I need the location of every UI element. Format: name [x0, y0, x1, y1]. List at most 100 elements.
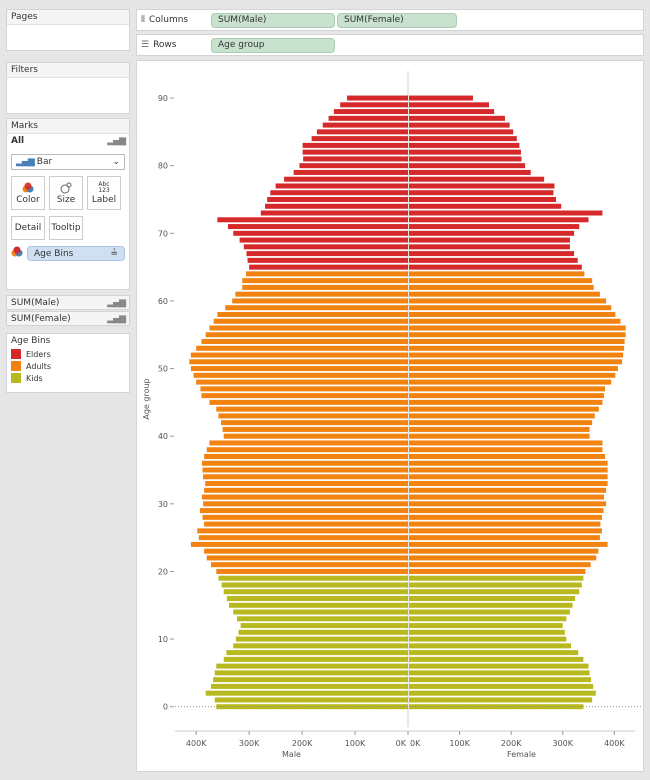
male-bar [204, 521, 408, 527]
female-bar [409, 535, 600, 541]
detail-button[interactable]: Detail [11, 216, 45, 240]
female-bar [409, 332, 626, 338]
columns-pill-male[interactable]: SUM(Male) [211, 12, 335, 28]
marks-all-row[interactable]: All ▂▄▆ [7, 134, 129, 148]
female-x-tick-label: 0K [410, 739, 421, 748]
male-bar [235, 636, 408, 642]
male-bar [229, 602, 408, 608]
marks-all-label: All [11, 136, 25, 146]
female-bar [409, 318, 621, 324]
female-bar [409, 541, 608, 547]
measure-shelf-male[interactable]: SUM(Male) ▂▄▆ [6, 295, 130, 310]
rows-pill-label: Age group [218, 40, 265, 50]
pages-card: Pages [6, 9, 130, 51]
female-bar [409, 508, 604, 514]
male-bar [316, 129, 408, 135]
measure-shelf-male-label: SUM(Male) [11, 297, 60, 308]
male-bar [249, 264, 408, 270]
color-palette-icon [22, 182, 34, 195]
male-axis-label: Male [282, 750, 301, 759]
male-bar [333, 109, 408, 115]
female-bar [409, 271, 585, 277]
legend-item-elders[interactable]: Elders [7, 348, 129, 360]
male-bar [211, 683, 408, 689]
female-bar [409, 656, 584, 662]
bar-chart-icon: ▂▄▆ [107, 297, 126, 308]
measure-shelf-female[interactable]: SUM(Female) ▂▄▆ [6, 311, 130, 326]
female-bar [409, 352, 624, 358]
female-bar [409, 284, 594, 290]
female-bar [409, 366, 618, 372]
male-bar [204, 453, 408, 459]
bar-mark-icon: ▂▄▆ [16, 157, 35, 167]
y-tick-label: 20 [158, 567, 168, 576]
male-bar [235, 291, 408, 297]
age-bins-color-pill[interactable]: Age Bins ≟ [27, 246, 125, 261]
tooltip-button[interactable]: Tooltip [49, 216, 83, 240]
female-bar [409, 501, 607, 507]
male-bar [189, 359, 408, 365]
female-x-tick-label: 200K [501, 739, 522, 748]
female-bar [409, 196, 557, 202]
female-bar [409, 142, 520, 148]
female-bar [409, 386, 606, 392]
color-legend: Age Bins Elders Adults Kids [6, 333, 130, 393]
size-button[interactable]: Size [49, 176, 83, 210]
male-bar [232, 298, 408, 304]
female-bar [409, 291, 600, 297]
female-bar [409, 339, 625, 345]
female-bar [409, 582, 582, 588]
female-bar [409, 311, 616, 317]
y-tick-label: 40 [158, 432, 168, 441]
male-bar [245, 271, 408, 277]
legend-title: Age Bins [7, 334, 129, 348]
female-bar [409, 426, 590, 432]
columns-shelf[interactable]: ⦀ Columns SUM(Male) SUM(Female) [136, 9, 644, 31]
male-bar [311, 136, 408, 142]
female-bar [409, 568, 586, 574]
male-bar [236, 616, 408, 622]
legend-label: Elders [26, 349, 51, 359]
female-bar [409, 115, 505, 121]
female-bar [409, 244, 570, 250]
male-bar [221, 582, 408, 588]
columns-pill-female[interactable]: SUM(Female) [337, 12, 457, 28]
female-bar [409, 467, 608, 473]
male-bar [347, 95, 408, 101]
female-bar [409, 562, 591, 568]
female-bar [409, 663, 589, 669]
female-bar [409, 278, 593, 284]
female-bar [409, 406, 599, 412]
marks-card: Marks All ▂▄▆ ▂▄▆ Bar ⌄ Color Size Abc 1… [6, 118, 130, 290]
rows-shelf[interactable]: ☰ Rows Age group [136, 34, 644, 56]
female-bar [409, 420, 593, 426]
female-bar [409, 677, 592, 683]
rows-pill-age-group[interactable]: Age group [211, 37, 335, 53]
filters-card[interactable]: Filters [6, 62, 130, 114]
male-bar [204, 487, 408, 493]
female-bar [409, 257, 578, 263]
male-bar [196, 345, 408, 351]
y-axis-label: Age group [142, 378, 151, 419]
legend-item-kids[interactable]: Kids [7, 372, 129, 384]
female-bar [409, 393, 605, 399]
y-tick-label: 50 [158, 365, 168, 374]
male-bar [265, 203, 408, 209]
male-bar [201, 339, 408, 345]
mark-type-select[interactable]: ▂▄▆ Bar ⌄ [11, 154, 125, 170]
color-button[interactable]: Color [11, 176, 45, 210]
female-bar [409, 359, 623, 365]
female-bar [409, 102, 489, 108]
mark-type-value: Bar [36, 157, 53, 167]
male-bar [302, 142, 408, 148]
female-bar [409, 217, 589, 223]
columns-pill-label: SUM(Male) [218, 15, 267, 25]
male-bar [226, 596, 408, 602]
legend-item-adults[interactable]: Adults [7, 360, 129, 372]
male-bar [217, 217, 408, 223]
male-bar [302, 149, 408, 155]
female-bar [409, 616, 567, 622]
female-bar [409, 596, 576, 602]
label-button[interactable]: Abc 123 Label [87, 176, 121, 210]
male-bar [275, 183, 408, 189]
